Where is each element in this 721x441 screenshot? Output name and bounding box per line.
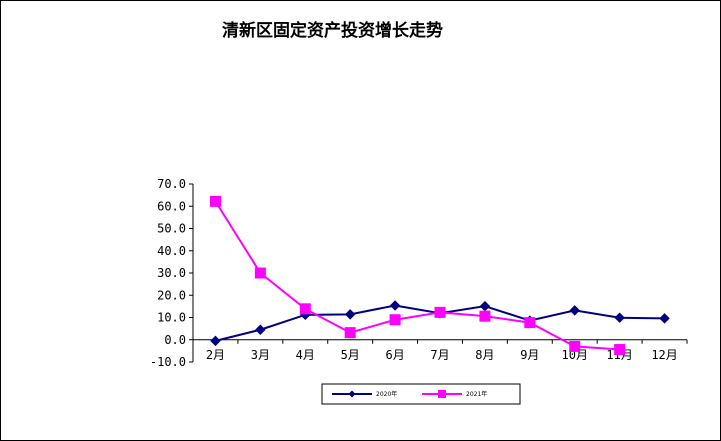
chart-title: 清新区固定资产投资增长走势 [222, 21, 443, 41]
legend-box [321, 383, 521, 405]
series-layer [209, 195, 670, 356]
data-point [524, 317, 536, 329]
x-tick-label: 3月 [251, 348, 270, 362]
x-tick-label: 9月 [520, 348, 539, 362]
data-point [659, 313, 670, 324]
legend: 2020年 2021年 [321, 383, 521, 405]
data-point [569, 305, 580, 316]
data-point [344, 309, 356, 320]
x-tick-label: 4月 [296, 348, 315, 362]
y-tick-label: -10.0 [150, 355, 186, 369]
y-tick-label: 20.0 [157, 288, 186, 302]
legend-label: 2021年 [466, 390, 487, 398]
data-point [614, 312, 625, 323]
data-point [479, 300, 491, 312]
data-point [299, 303, 311, 315]
x-tick-label: 8月 [475, 348, 494, 362]
y-tick-label: 30.0 [157, 266, 186, 280]
x-tick-label: 2月 [206, 348, 225, 362]
x-tick-label: 10月 [562, 348, 588, 362]
data-point [210, 335, 221, 347]
x-tick-label: 7月 [430, 348, 449, 362]
y-tick-label: 10.0 [157, 311, 186, 325]
legend-marker [348, 390, 356, 398]
chart-axes: 70.0 60.0 50.0 40.0 30.0 20.0 10.0 0.0 -10.0 2月 3月… [150, 177, 688, 369]
data-point [434, 306, 446, 318]
y-tick-label: 50.0 [157, 222, 186, 236]
x-tick-label: 5月 [341, 348, 360, 362]
data-point [209, 195, 221, 207]
data-point [569, 340, 581, 352]
legend-marker [438, 390, 446, 398]
y-tick-label: 0.0 [164, 333, 186, 347]
x-tick-label: 12月 [651, 348, 677, 362]
data-point [389, 300, 401, 311]
x-tick-label: 6月 [385, 348, 404, 362]
y-tick-label: 70.0 [157, 177, 186, 191]
data-point [389, 314, 401, 326]
y-tick-label: 40.0 [157, 244, 186, 258]
legend-label: 2020年 [376, 390, 397, 398]
data-point [254, 267, 266, 279]
data-point [255, 324, 266, 335]
y-tick-label: 60.0 [157, 199, 186, 213]
data-point [344, 327, 356, 339]
data-point [614, 344, 626, 356]
series-2 [209, 195, 626, 356]
data-point [479, 310, 491, 322]
series-line [214, 200, 620, 351]
